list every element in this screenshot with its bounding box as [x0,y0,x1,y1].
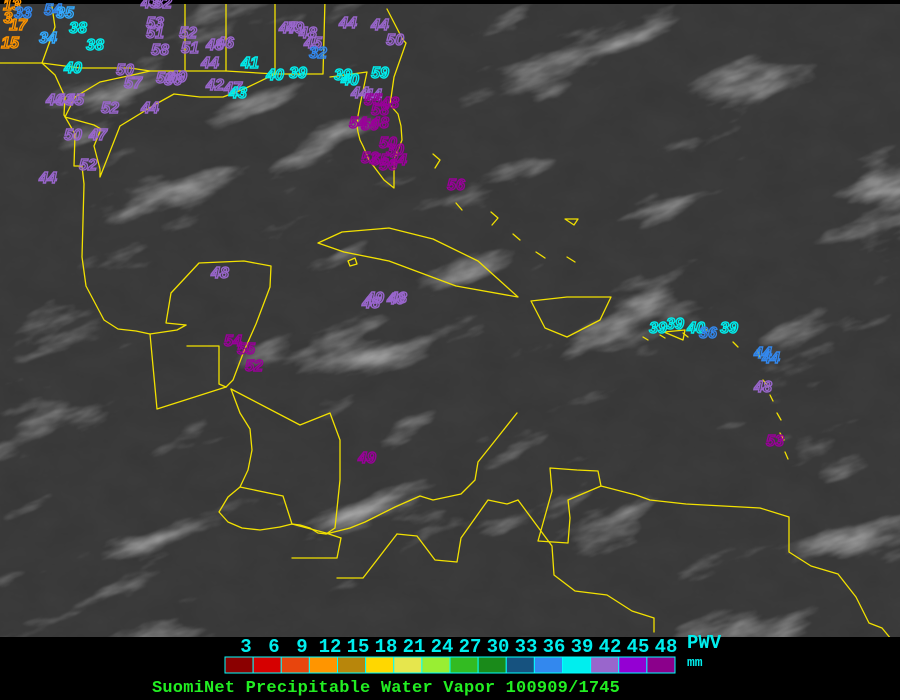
svg-text:47: 47 [88,127,108,144]
svg-text:41: 41 [240,55,259,72]
svg-text:48: 48 [370,115,389,132]
svg-text:32: 32 [309,45,327,62]
svg-text:34: 34 [39,30,57,47]
svg-text:52: 52 [79,157,97,174]
svg-text:39: 39 [720,320,738,337]
svg-text:18: 18 [375,636,398,658]
svg-text:15: 15 [1,35,20,52]
svg-text:48: 48 [210,265,229,282]
svg-text:36: 36 [699,325,717,342]
svg-text:33: 33 [14,5,32,22]
svg-text:42: 42 [599,636,622,658]
svg-text:55: 55 [237,341,256,358]
svg-text:44: 44 [38,170,57,187]
svg-text:57: 57 [124,75,143,92]
svg-text:48: 48 [753,379,772,396]
svg-text:32: 32 [154,0,172,12]
svg-text:45: 45 [627,636,650,658]
svg-text:44: 44 [200,55,219,72]
svg-text:38: 38 [69,20,87,37]
svg-text:56: 56 [447,177,465,194]
svg-text:46: 46 [215,35,234,52]
svg-text:51: 51 [146,25,164,42]
svg-text:53: 53 [766,433,784,450]
svg-text:39: 39 [571,636,594,658]
svg-text:9: 9 [296,636,307,658]
svg-text:51: 51 [181,40,199,57]
svg-text:44: 44 [761,350,780,367]
svg-text:mm: mm [687,655,703,670]
svg-text:39: 39 [649,320,667,337]
svg-text:24: 24 [431,636,454,658]
svg-text:38: 38 [86,37,104,54]
svg-text:42: 42 [205,77,224,94]
svg-text:45: 45 [65,92,85,109]
svg-text:49: 49 [357,450,376,467]
svg-text:48: 48 [361,295,380,312]
svg-text:49: 49 [168,69,187,86]
svg-text:40: 40 [265,67,284,84]
svg-text:27: 27 [459,636,482,658]
svg-text:50: 50 [64,127,82,144]
svg-text:58: 58 [151,42,169,59]
svg-text:48: 48 [380,95,399,112]
svg-text:48: 48 [655,636,678,658]
svg-text:39: 39 [289,65,307,82]
svg-text:59: 59 [371,65,389,82]
svg-text:15: 15 [347,636,370,658]
svg-text:44: 44 [140,100,159,117]
svg-text:40: 40 [386,291,405,308]
svg-text:50: 50 [386,32,404,49]
svg-text:30: 30 [487,636,510,658]
svg-text:24: 24 [388,152,407,169]
svg-text:52: 52 [101,100,119,117]
svg-text:33: 33 [515,636,538,658]
svg-text:39: 39 [666,316,684,333]
svg-text:3: 3 [240,636,251,658]
svg-text:36: 36 [543,636,566,658]
svg-text:21: 21 [403,636,426,658]
svg-text:PWV: PWV [687,632,722,654]
svg-text:12: 12 [319,636,342,658]
svg-text:43: 43 [228,85,247,102]
svg-text:44: 44 [338,15,357,32]
svg-text:40: 40 [63,60,82,77]
svg-text:52: 52 [245,358,263,375]
svg-text:SuomiNet Precipitable Water Va: SuomiNet Precipitable Water Vapor 100909… [152,679,620,698]
svg-text:6: 6 [268,636,279,658]
